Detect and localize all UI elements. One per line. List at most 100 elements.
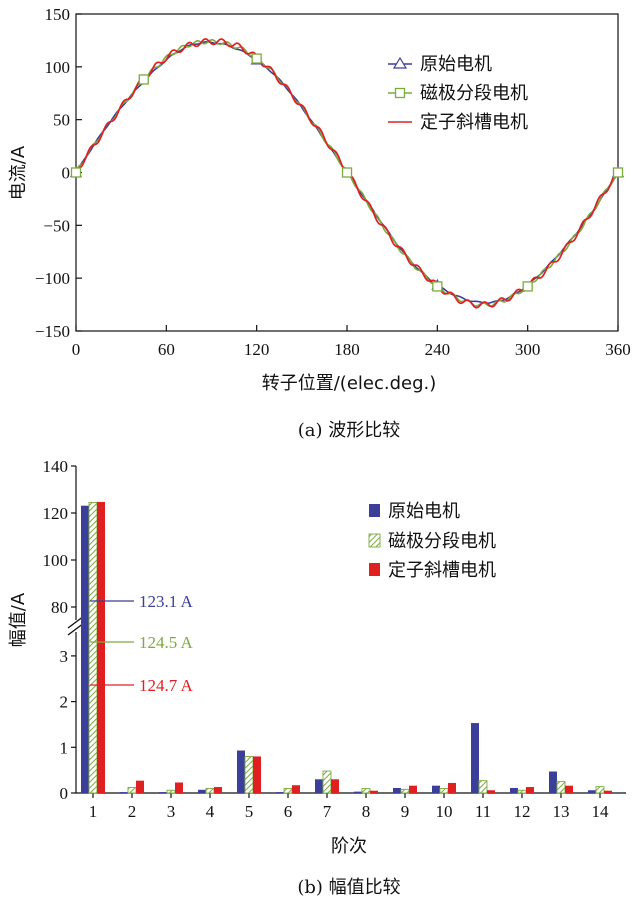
amplitude-bar (292, 785, 300, 793)
amplitude-caption: (b) 幅值比较 (297, 877, 400, 898)
amplitude-bar (205, 787, 215, 794)
amplitude-bar (487, 790, 495, 793)
amplitude-x-tick-label: 6 (284, 802, 293, 821)
amplitude-bar (315, 779, 323, 793)
amplitude-x-axis-label: 阶次 (331, 836, 367, 857)
amplitude-bar (244, 755, 254, 794)
amplitude-bar (175, 782, 183, 793)
amplitude-x-tick-label: 8 (362, 802, 371, 821)
amplitude-bar (409, 785, 417, 793)
waveform-y-tick-label: −100 (35, 269, 70, 288)
amplitude-bar (136, 780, 144, 793)
waveform-point-square (432, 281, 443, 292)
waveform-point-square (138, 74, 149, 85)
amplitude-bar (237, 750, 245, 793)
amplitude-x-tick-label: 1 (89, 802, 98, 821)
waveform-y-axis-label: 电流/A (8, 145, 29, 200)
amplitude-bar (595, 786, 605, 794)
amplitude-annotation: 124.5 A (139, 633, 194, 652)
amplitude-annotation: 124.7 A (139, 676, 194, 695)
waveform-x-tick-label: 60 (158, 340, 175, 359)
waveform-x-tick-label: 240 (425, 340, 451, 359)
amplitude-bar (604, 790, 612, 793)
amplitude-bar (97, 501, 105, 793)
amplitude-bar (120, 792, 128, 793)
amplitude-bar (370, 790, 378, 793)
amplitude-x-tick-label: 13 (553, 802, 570, 821)
amplitude-annotation: 123.1 A (139, 592, 194, 611)
amplitude-bar (588, 790, 596, 793)
amplitude-annotations: 123.1 A 124.5 A 124.7 A (90, 592, 194, 695)
amplitude-bar (448, 782, 456, 793)
waveform-point-square (612, 167, 624, 178)
amplitude-bar (81, 505, 89, 793)
amplitude-bar (283, 787, 293, 794)
amplitude-bar (556, 781, 566, 794)
waveform-y-tick-label: −50 (43, 216, 70, 235)
amplitude-legend-swatch (369, 563, 380, 576)
waveform-x-tick-label: 360 (605, 340, 631, 359)
waveform-x-axis-label: 转子位置/(elec.deg.) (262, 373, 437, 394)
amplitude-bar (214, 787, 222, 793)
waveform-legend-label: 定子斜槽电机 (420, 112, 528, 133)
amplitude-bar (400, 788, 410, 794)
amplitude-x-tick-label: 10 (436, 802, 453, 821)
amplitude-bar (478, 780, 488, 794)
amplitude-x-tick-label: 3 (167, 802, 176, 821)
amplitude-bar (549, 771, 557, 793)
waveform-caption: (a) 波形比较 (298, 420, 401, 441)
amplitude-bar (471, 723, 479, 793)
waveform-x-tick-label: 180 (334, 340, 360, 359)
waveform-point-square (341, 167, 353, 178)
amplitude-bar (88, 501, 98, 794)
waveform-y-tick-label: 100 (45, 58, 71, 77)
waveform-markers (69, 53, 625, 292)
amplitude-bar (159, 792, 167, 793)
amplitude-bar (432, 785, 440, 793)
amplitude-bar (565, 785, 573, 793)
waveform-point-square (522, 281, 533, 292)
amplitude-x-tick-label: 14 (592, 802, 610, 821)
waveform-legend-label: 磁极分段电机 (420, 83, 528, 104)
amplitude-bar (331, 779, 339, 793)
waveform-point-square (251, 53, 262, 64)
amplitude-legend-swatch (369, 504, 380, 517)
waveform-x-tick-label: 300 (515, 340, 541, 359)
amplitude-bar (322, 770, 332, 794)
amplitude-x-tick-label: 4 (206, 802, 215, 821)
amplitude-y-tick-label: 80 (51, 598, 68, 617)
waveform-chart: 0 60 120 180 240 300 360 −150 −100 −50 0 50 100 150 电… (8, 5, 631, 441)
waveform-legend-marker (392, 56, 408, 69)
amplitude-bars (81, 501, 612, 794)
amplitude-bar (510, 787, 518, 793)
amplitude-bar (526, 787, 534, 793)
amplitude-bar (253, 756, 261, 793)
amplitude-legend-label: 磁极分段电机 (388, 531, 496, 552)
amplitude-bar (276, 792, 284, 793)
amplitude-y-tick-label: 120 (43, 504, 69, 523)
amplitude-bar (517, 789, 527, 794)
waveform-legend-label: 原始电机 (420, 54, 492, 75)
amplitude-y-tick-label: 100 (43, 551, 69, 570)
amplitude-x-tick-label: 11 (475, 802, 491, 821)
amplitude-legend-label: 定子斜槽电机 (388, 560, 496, 581)
waveform-y-tick-label: −150 (35, 322, 70, 341)
amplitude-y-tick-label: 2 (60, 693, 69, 712)
waveform-y-tick-label: 50 (53, 111, 70, 130)
waveform-y-tick-label: 0 (62, 164, 71, 183)
amplitude-bar (393, 787, 401, 793)
amplitude-y-tick-label: 3 (60, 647, 69, 666)
amplitude-bar (127, 787, 137, 794)
amplitude-bar (354, 791, 362, 793)
amplitude-x-tick-label: 7 (323, 802, 332, 821)
amplitude-legend-swatch (368, 533, 381, 548)
amplitude-x-tick-label: 12 (514, 802, 531, 821)
amplitude-y-tick-label: 0 (60, 784, 69, 803)
amplitude-legend-label: 原始电机 (388, 501, 460, 522)
amplitude-y-axis-label: 幅值/A (8, 592, 29, 647)
amplitude-x-tick-label: 9 (401, 802, 410, 821)
